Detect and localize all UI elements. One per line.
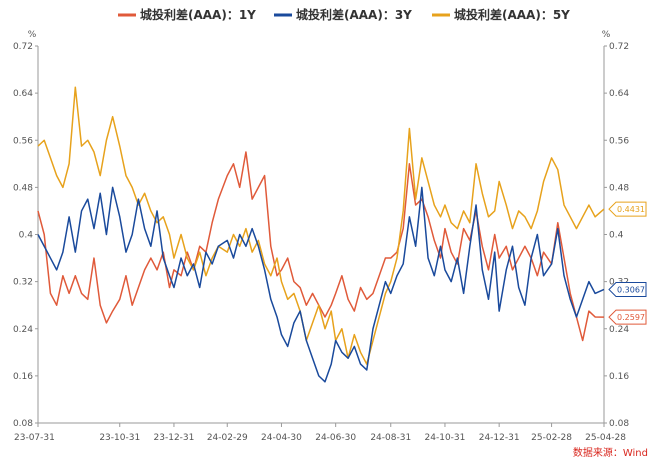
y-tick-label-left: 0.16 xyxy=(13,372,33,382)
end-label-text: 0.3067 xyxy=(617,285,645,294)
end-label-box xyxy=(608,201,647,217)
y-tick-label-left: 0.56 xyxy=(13,136,33,146)
end-value-label-3y: 0.3067 xyxy=(608,281,647,297)
y-tick-label-right: 0.64 xyxy=(609,89,629,99)
y-tick-label-right: 0.08 xyxy=(609,419,629,429)
y-tick-label-right: 0.4 xyxy=(609,231,624,241)
legend-label: 城投利差(AAA)：1Y xyxy=(140,7,256,22)
legend-label: 城投利差(AAA)：5Y xyxy=(454,7,570,22)
y-tick-label-right: 0.72 xyxy=(609,42,629,52)
x-axis: 23-07-31 23-10-31 23-12-31 24-02-29 24-04-30… xyxy=(14,422,626,443)
x-tick-label: 24-12-31 xyxy=(479,433,520,443)
y-tick-label-left: 0.32 xyxy=(13,278,33,288)
legend-item-5y[interactable]: 城投利差(AAA)：5Y xyxy=(432,7,570,22)
end-value-label-5y: 0.4431 xyxy=(608,201,647,217)
legend-item-3y[interactable]: 城投利差(AAA)：3Y xyxy=(274,7,412,22)
y-tick-label-right: 0.48 xyxy=(609,183,629,193)
x-tick-label: 24-10-31 xyxy=(425,433,466,443)
y-tick-label-left: 0.24 xyxy=(13,325,33,335)
y-axis-right: 0.080.160.240.320.40.480.560.640.72 xyxy=(603,42,629,429)
x-tick-label: 25-04-28 xyxy=(585,433,626,443)
series-line-3y xyxy=(37,186,605,383)
right-axis-unit: % xyxy=(602,30,611,40)
legend-label: 城投利差(AAA)：3Y xyxy=(296,7,412,22)
y-tick-label-left: 0.72 xyxy=(13,42,33,52)
legend: 城投利差(AAA)：1Y 城投利差(AAA)：3Y 城投利差(AAA)：5Y xyxy=(118,7,570,22)
legend-item-1y[interactable]: 城投利差(AAA)：1Y xyxy=(118,7,256,22)
series-layer xyxy=(37,86,605,383)
x-tick-label: 23-10-31 xyxy=(99,433,140,443)
y-tick-label-left: 0.64 xyxy=(13,89,33,99)
left-axis-unit: % xyxy=(28,30,37,40)
source-note: 数据来源：Wind xyxy=(573,446,648,459)
end-label-text: 0.4431 xyxy=(617,205,645,214)
end-label-text: 0.2597 xyxy=(617,313,645,322)
end-value-label-1y: 0.2597 xyxy=(608,309,647,325)
x-tick-label: 24-08-31 xyxy=(370,433,411,443)
end-label-box xyxy=(608,309,647,325)
series-line-5y xyxy=(37,86,605,365)
x-tick-label: 25-02-28 xyxy=(531,433,572,443)
y-tick-label-left: 0.4 xyxy=(19,231,34,241)
x-tick-label: 24-02-29 xyxy=(207,433,248,443)
y-tick-label-left: 0.08 xyxy=(13,419,33,429)
x-tick-label: 24-06-30 xyxy=(315,433,356,443)
series-line-1y xyxy=(37,151,605,342)
x-tick-label: 23-07-31 xyxy=(14,433,55,443)
end-label-box xyxy=(608,281,647,297)
end-labels: 0.2597 0.3067 0.4431 xyxy=(608,201,647,325)
y-axis-left: 0.08 0.16 0.24 0.32 0.4 0.48 0.56 0.64 0.72 xyxy=(13,42,39,429)
x-tick-label: 23-12-31 xyxy=(154,433,195,443)
y-tick-label-left: 0.48 xyxy=(13,183,33,193)
y-tick-label-right: 0.56 xyxy=(609,136,629,146)
y-tick-label-right: 0.24 xyxy=(609,325,629,335)
y-tick-label-right: 0.16 xyxy=(609,372,629,382)
x-tick-label: 24-04-30 xyxy=(261,433,302,443)
